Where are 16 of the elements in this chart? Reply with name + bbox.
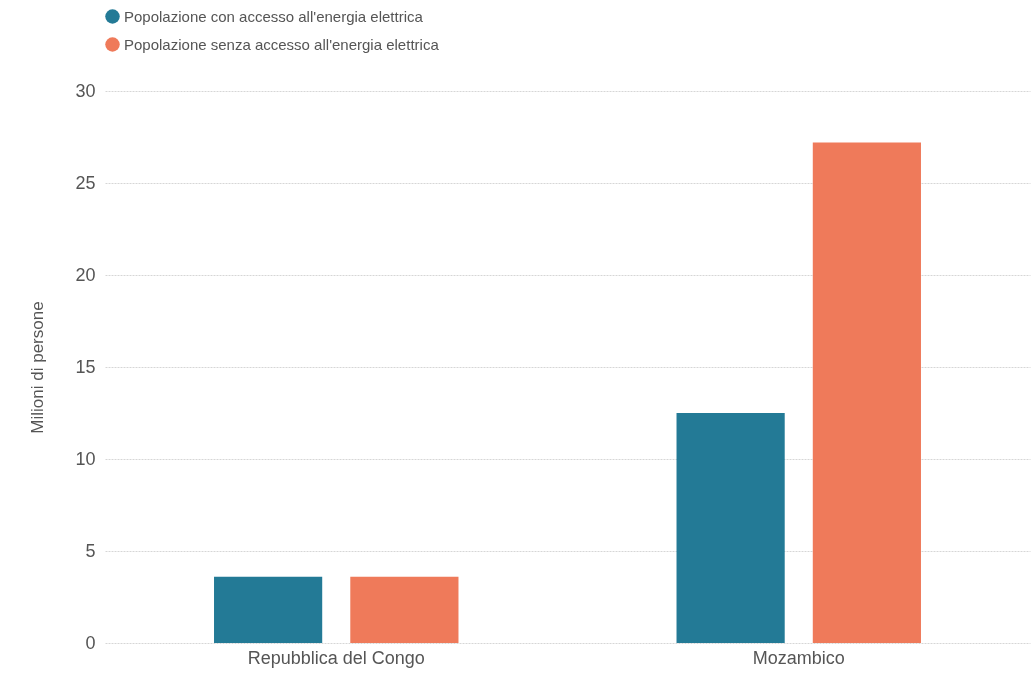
y-axis-title: Milioni di persone [28, 301, 48, 434]
y-tick-label: 0 [85, 632, 96, 653]
y-tick-label: 20 [75, 264, 96, 285]
bar [350, 576, 459, 643]
bar [676, 413, 785, 643]
x-tick-label: Mozambico [752, 647, 845, 668]
bar [214, 576, 323, 643]
y-tick-label: 10 [75, 448, 96, 469]
y-tick-label: 5 [85, 540, 96, 561]
legend-label: Popolazione senza accesso all'energia elettrica [124, 35, 440, 53]
y-tick-label: 15 [75, 356, 96, 377]
y-tick-label: 30 [75, 80, 96, 101]
y-tick-label: 25 [75, 172, 96, 193]
legend-label: Popolazione con accesso all'energia elettrica [124, 7, 424, 25]
bar [812, 142, 921, 643]
x-tick-label: Repubblica del Congo [247, 647, 425, 668]
